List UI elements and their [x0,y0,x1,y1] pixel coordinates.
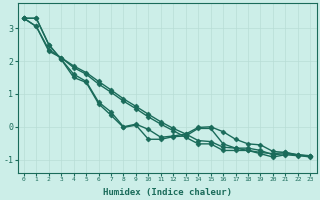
X-axis label: Humidex (Indice chaleur): Humidex (Indice chaleur) [103,188,232,197]
